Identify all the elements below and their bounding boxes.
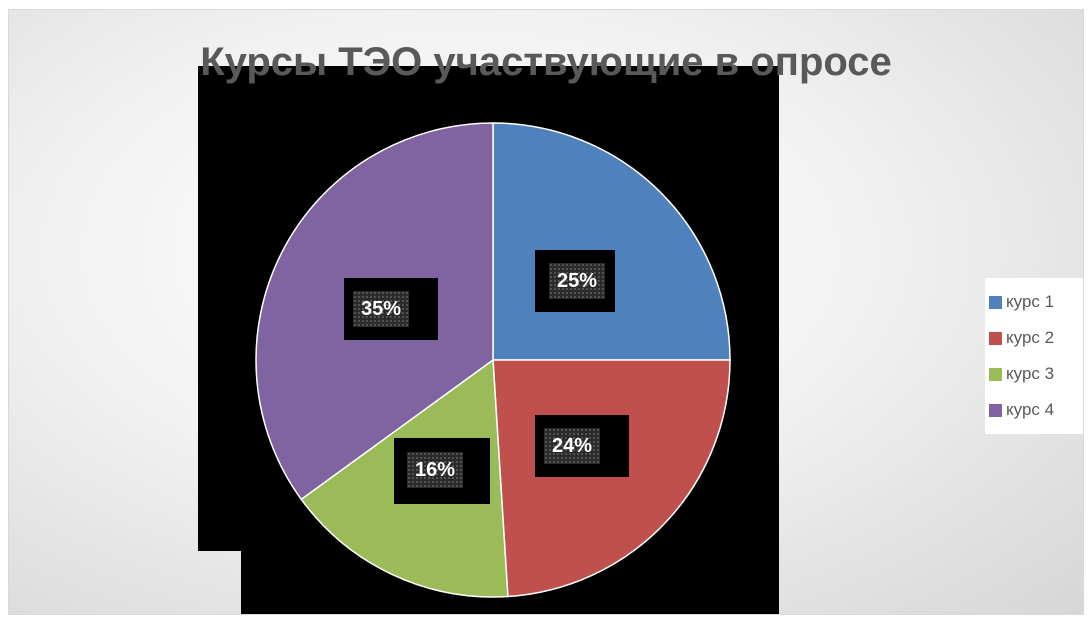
pie-slice-курс-1 (492, 122, 731, 361)
pie-slice-курс-2 (492, 359, 731, 598)
legend-label-kurs-3: курс 3 (1006, 364, 1055, 383)
data-label-kurs-4: 35% (353, 291, 409, 327)
pie-chart (255, 122, 731, 598)
legend-entry-kurs-2: курс 2 (989, 320, 1083, 356)
legend-swatch-kurs-1 (989, 295, 1002, 309)
legend: курс 1 курс 2 курс 3 курс 4 (985, 278, 1083, 434)
legend-swatch-kurs-3 (989, 367, 1002, 381)
legend-entry-kurs-4: курс 4 (989, 392, 1083, 428)
legend-swatch-kurs-2 (989, 331, 1002, 345)
legend-label-kurs-2: курс 2 (1006, 328, 1055, 347)
chart-area: Курсы ТЭО участвующие в опросе 25% 24% 1… (8, 9, 1084, 615)
legend-entry-kurs-1: курс 1 (989, 284, 1083, 320)
chart-title: Курсы ТЭО участвующие в опросе (200, 40, 892, 84)
legend-label-kurs-1: курс 1 (1006, 292, 1055, 311)
legend-label-kurs-4: курс 4 (1006, 400, 1055, 419)
data-label-kurs-1: 25% (549, 263, 605, 299)
legend-entry-kurs-3: курс 3 (989, 356, 1083, 392)
data-label-kurs-2: 24% (544, 428, 600, 464)
legend-swatch-kurs-4 (989, 403, 1002, 417)
data-label-kurs-3: 16% (407, 452, 463, 488)
